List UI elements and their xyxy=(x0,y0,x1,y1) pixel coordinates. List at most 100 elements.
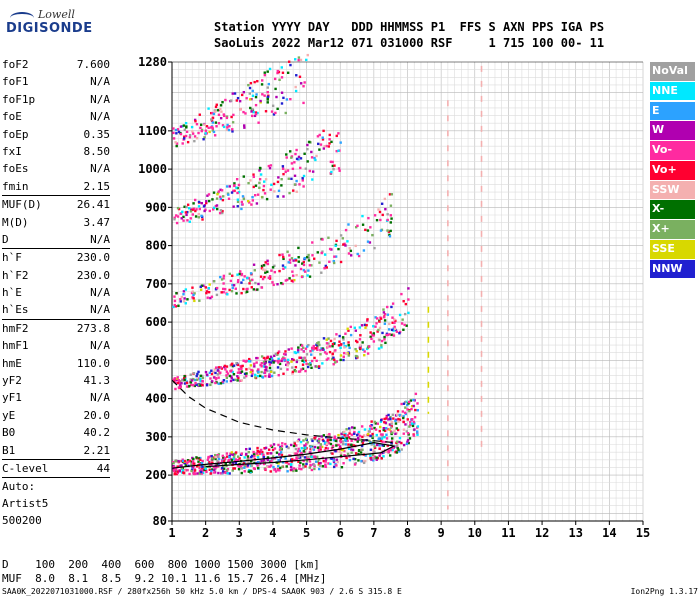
echo-point xyxy=(378,447,381,450)
echo-point xyxy=(230,377,233,380)
echo-point xyxy=(240,367,243,370)
echo-point xyxy=(341,448,345,452)
echo-point xyxy=(366,229,370,232)
echo-point xyxy=(330,357,334,361)
echo-point xyxy=(325,440,328,444)
echo-point xyxy=(303,256,307,260)
echo-point xyxy=(277,373,280,377)
echo-point xyxy=(372,325,375,328)
echo-point xyxy=(207,107,210,110)
echo-point xyxy=(335,444,338,447)
echo-point xyxy=(178,381,181,385)
echo-point xyxy=(188,472,191,476)
x-tick-label: 14 xyxy=(602,526,616,540)
echo-point xyxy=(319,448,322,451)
echo-point xyxy=(291,270,294,273)
echo-point xyxy=(292,189,295,192)
echo-point xyxy=(219,366,222,369)
echo-point xyxy=(280,102,284,105)
echo-point xyxy=(264,269,267,272)
x-tick-label: 4 xyxy=(269,526,276,540)
echo-point xyxy=(335,438,338,441)
echo-point xyxy=(214,121,218,124)
echo-point xyxy=(332,363,335,366)
echo-point xyxy=(412,404,415,408)
echo-point xyxy=(344,344,347,348)
echo-point xyxy=(297,455,300,458)
echo-point xyxy=(225,370,229,373)
echo-point xyxy=(277,443,280,447)
echo-point xyxy=(237,367,241,371)
echo-point xyxy=(253,114,257,118)
echo-point xyxy=(192,457,195,461)
echo-point xyxy=(214,455,217,459)
echo-point xyxy=(334,361,337,364)
echo-point xyxy=(316,135,320,138)
echo-point xyxy=(373,446,377,450)
echo-point xyxy=(361,448,364,451)
echo-point xyxy=(339,437,343,441)
echo-point xyxy=(182,215,185,219)
legend-entry: NNW xyxy=(650,259,695,279)
param-value: N/A xyxy=(90,391,110,405)
echo-point xyxy=(172,378,175,381)
echo-point xyxy=(394,422,398,425)
echo-point xyxy=(230,451,234,454)
echo-point xyxy=(291,274,295,277)
echo-point xyxy=(387,418,390,421)
echo-point xyxy=(359,438,362,442)
echo-point xyxy=(206,296,209,299)
echo-point xyxy=(183,469,186,472)
param-value: N/A xyxy=(90,339,110,353)
echo-point xyxy=(404,411,407,415)
echo-point xyxy=(361,435,364,439)
echo-point xyxy=(369,226,372,229)
echo-point xyxy=(294,447,298,451)
echo-point xyxy=(173,299,177,303)
echo-point xyxy=(230,289,234,293)
echo-point xyxy=(199,456,202,460)
echo-point xyxy=(383,421,386,424)
echo-point xyxy=(297,447,300,451)
echo-point xyxy=(392,329,395,332)
echo-point xyxy=(378,320,381,323)
param-row: h`Es N/A xyxy=(2,301,110,318)
echo-point xyxy=(196,472,199,475)
echo-point xyxy=(256,464,259,467)
echo-point xyxy=(388,235,392,238)
echo-point xyxy=(402,416,405,420)
echo-point xyxy=(344,437,347,440)
echo-point xyxy=(229,379,233,383)
echo-point xyxy=(304,167,308,170)
echo-point xyxy=(254,111,258,114)
echo-point xyxy=(271,266,275,269)
echo-point xyxy=(354,347,357,351)
echo-point xyxy=(211,116,215,120)
echo-point xyxy=(261,93,264,96)
echo-point xyxy=(391,413,395,416)
echo-point xyxy=(225,374,228,377)
echo-point xyxy=(253,194,257,197)
echo-point xyxy=(360,444,364,448)
echo-point xyxy=(298,75,302,78)
echo-point xyxy=(338,340,341,343)
echo-point xyxy=(402,443,406,447)
echo-point xyxy=(237,190,241,194)
echo-point xyxy=(319,353,322,356)
x-tick-label: 12 xyxy=(535,526,549,540)
echo-point xyxy=(280,453,284,457)
echo-point xyxy=(204,286,207,289)
echo-point xyxy=(414,392,418,396)
echo-point xyxy=(176,206,180,210)
echo-point xyxy=(304,465,307,468)
echo-point xyxy=(269,470,272,473)
echo-point xyxy=(196,372,199,376)
echo-point xyxy=(384,427,388,430)
echo-point xyxy=(285,156,288,159)
echo-point xyxy=(254,373,257,377)
echo-point xyxy=(264,446,268,450)
echo-point xyxy=(215,293,219,297)
echo-point xyxy=(185,381,189,385)
echo-point xyxy=(349,254,353,257)
param-separator xyxy=(2,318,110,320)
